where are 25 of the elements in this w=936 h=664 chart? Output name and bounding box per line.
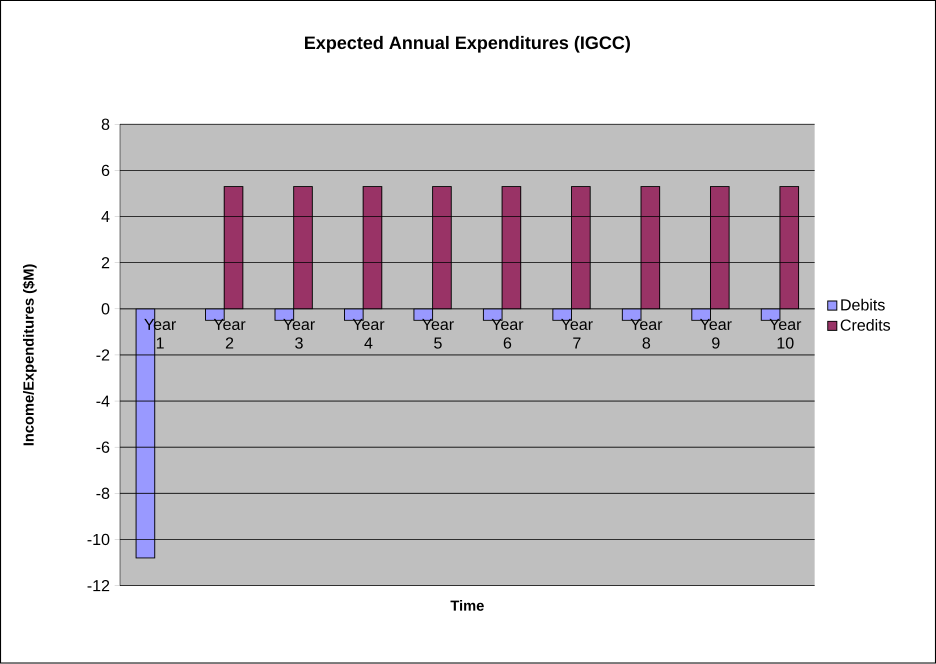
x-tick-label: Year 2 [214, 319, 246, 349]
y-tick-label: -2 [96, 350, 110, 361]
x-tick-label: Year 4 [352, 319, 384, 349]
y-tick-label: -10 [88, 534, 110, 546]
x-axis-title: Time [450, 600, 484, 612]
x-tick-label: Year 5 [422, 319, 454, 349]
y-tick-label: -6 [96, 442, 110, 454]
y-tick-label: 2 [102, 257, 110, 268]
y-tick-label: 0 [102, 303, 110, 315]
x-tick-label: Year 6 [492, 319, 524, 349]
legend-label: Credits [840, 319, 890, 331]
x-tick-label: Year 8 [630, 319, 662, 349]
x-tick-label: Year 9 [700, 319, 732, 349]
x-tick-label: Year 10 [769, 319, 802, 349]
y-tick-label: 4 [101, 211, 110, 222]
y-tick-label: -8 [96, 488, 110, 500]
x-tick-label: Year 3 [283, 319, 315, 349]
y-axis-title: Income/Expenditures ($M) [22, 264, 37, 446]
chart-title: Expected Annual Expenditures (IGCC) [305, 36, 630, 53]
y-tick-label: 6 [102, 164, 110, 176]
y-tick-label: -4 [96, 396, 110, 407]
y-tick-label: -12 [88, 580, 110, 592]
x-tick-label: Year 7 [561, 319, 593, 349]
y-tick-label: 8 [102, 118, 110, 130]
legend-label: Debits [841, 298, 885, 311]
